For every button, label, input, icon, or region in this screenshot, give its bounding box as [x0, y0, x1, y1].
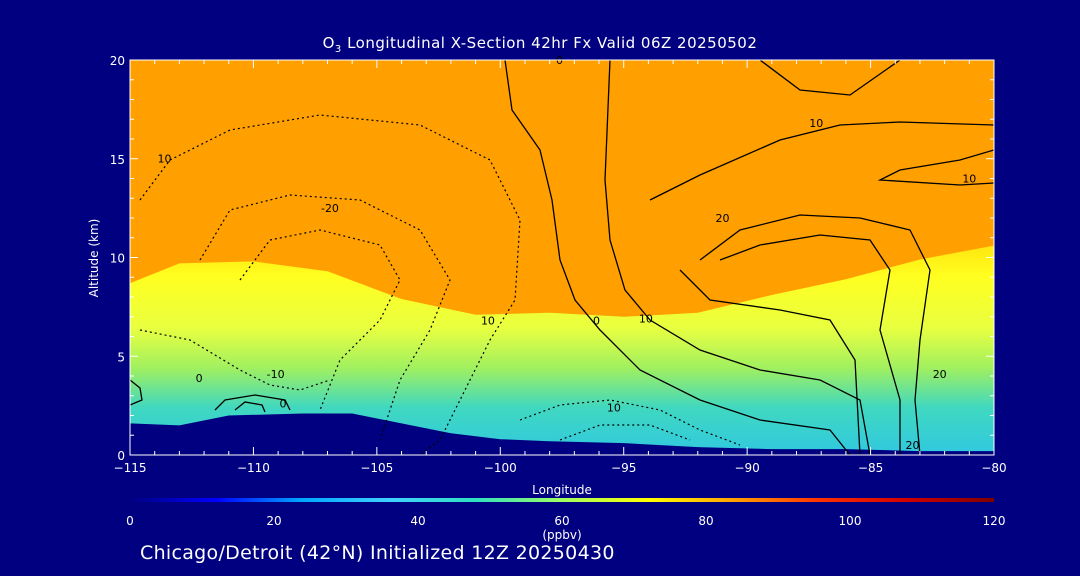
- contour-solid-0-lowwest: [234, 401, 266, 413]
- contour-label: 10: [607, 402, 621, 415]
- contour-dotted-30: [239, 229, 401, 411]
- contour-label: 10: [962, 172, 976, 185]
- colorbar-tick-label: 80: [698, 514, 713, 528]
- x-tick-label: −85: [858, 461, 883, 475]
- y-axis: 0 5 10 15 20: [110, 54, 994, 463]
- contour-dotted-10: [139, 114, 521, 455]
- colorbar-tick-label: 20: [266, 514, 281, 528]
- contour-solid-10-a: [604, 60, 871, 455]
- contour-dotted-west: [139, 329, 331, 391]
- contour-solid-10-c: [679, 269, 861, 455]
- contour-label: 10: [809, 117, 823, 130]
- contour-label: 0: [196, 372, 203, 385]
- colorbar-tick-label: 120: [983, 514, 1006, 528]
- y-tick-label: 10: [110, 252, 125, 266]
- colorbar-ticks: 0 20 40 60 80 100 120: [126, 514, 1005, 528]
- terrain-mask: [130, 413, 994, 455]
- colorbar-tick-label: 60: [554, 514, 569, 528]
- tropopause-orange-band: [130, 60, 994, 317]
- contour-solid-20-lowwest: [214, 394, 291, 411]
- x-axis-label: Longitude: [532, 483, 592, 497]
- colorbar-strip: [130, 498, 994, 502]
- x-tick-label: −105: [360, 461, 393, 475]
- contour-dotted-east-low2: [559, 424, 691, 441]
- contour-solid-20-a: [699, 214, 931, 455]
- contour-solid-10-b: [649, 121, 994, 201]
- x-tick-label: −90: [734, 461, 759, 475]
- x-tick-label: −80: [981, 461, 1006, 475]
- contour-dotted-east-low: [519, 399, 741, 446]
- colorbar-tick-label: 100: [839, 514, 862, 528]
- y-tick-label: 20: [110, 54, 125, 68]
- chart-title: O3 Longitudinal X-Section 42hr Fx Valid …: [322, 34, 758, 55]
- contour-solid-20-b: [719, 234, 901, 455]
- contour-solid-top-east: [759, 60, 901, 96]
- contour-solid-10-d: [877, 149, 994, 186]
- contour-label: 0: [280, 398, 287, 411]
- x-axis: −115 −110 −105 −100 −95 −90 −85 −80: [114, 60, 1007, 475]
- colorbar-unit: (ppbv): [542, 528, 581, 542]
- x-tick-label: −95: [611, 461, 636, 475]
- contour-label: 20: [933, 368, 947, 381]
- y-tick-label: 0: [117, 449, 125, 463]
- contour-label: 0: [593, 315, 600, 328]
- contour-lines: [130, 60, 994, 455]
- y-tick-label: 15: [110, 153, 125, 167]
- contour-label: 20: [906, 439, 920, 452]
- y-tick-label: 5: [117, 350, 125, 364]
- contour-solid-edge-west: [130, 379, 143, 406]
- x-tick-label: −110: [237, 461, 270, 475]
- x-tick-label: −100: [484, 461, 517, 475]
- contour-lines-negative: [139, 114, 741, 455]
- contour-solid-0-west: [504, 60, 851, 455]
- y-axis-label: Altitude (km): [87, 219, 101, 298]
- run-info: Chicago/Detroit (42°N) Initialized 12Z 2…: [140, 542, 615, 564]
- colorbar-tick-label: 40: [410, 514, 425, 528]
- contour-label: 10: [639, 313, 653, 326]
- x-tick-label: −115: [114, 461, 147, 475]
- contour-label: -10: [267, 368, 285, 381]
- contour-label: 10: [481, 315, 495, 328]
- contour-label: -20: [321, 202, 339, 215]
- colorbar-tick-label: 0: [126, 514, 134, 528]
- contour-label: 20: [715, 212, 729, 225]
- colorbar: 0 20 40 60 80 100 120 (ppbv): [126, 498, 1005, 542]
- contour-label: 10: [158, 153, 172, 166]
